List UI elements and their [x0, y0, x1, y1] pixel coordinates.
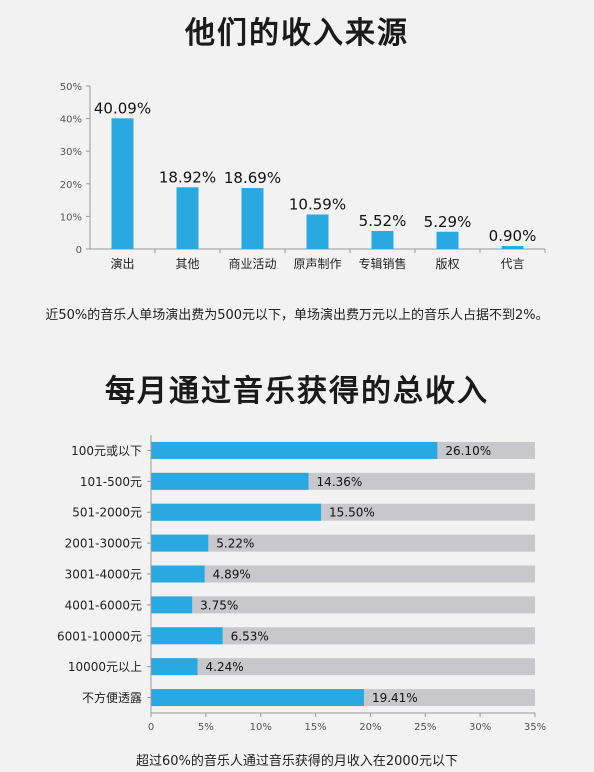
y-tick-label: 2001-3000元: [65, 537, 142, 551]
y-tick-label: 4001-6000元: [65, 598, 142, 612]
bar: [151, 565, 205, 583]
bar: [151, 503, 322, 521]
bar-value-label: 18.69%: [224, 169, 281, 187]
bar: [371, 231, 394, 249]
x-tick-label: 版权: [435, 257, 459, 271]
y-tick-label: 50%: [60, 82, 82, 93]
chart1-title: 他们的收入来源: [185, 16, 409, 51]
bar: [501, 246, 524, 249]
y-tick-label: 0: [76, 245, 82, 256]
y-tick-label: 6001-10000元: [57, 629, 142, 643]
y-tick-label: 501-2000元: [72, 506, 142, 520]
bar-value-label: 6.53%: [231, 629, 269, 643]
bar-track: [151, 627, 535, 645]
x-tick-label: 30%: [469, 722, 491, 733]
bar-track: [151, 565, 535, 583]
x-tick-label: 10%: [250, 722, 272, 733]
x-tick-label: 原声制作: [293, 257, 341, 271]
y-tick-label: 3001-4000元: [65, 568, 142, 582]
x-tick-label: 商业活动: [228, 256, 276, 271]
y-tick-label: 10%: [60, 212, 82, 223]
y-tick-label: 30%: [60, 147, 82, 158]
x-tick-label: 演出: [110, 256, 134, 271]
bar: [151, 441, 438, 459]
bar: [151, 596, 193, 614]
x-tick-label: 15%: [304, 722, 326, 733]
bar-value-label: 26.10%: [445, 444, 491, 458]
bar-value-label: 40.09%: [94, 99, 151, 117]
bar: [151, 534, 209, 552]
x-tick-label: 其他: [175, 257, 199, 271]
x-tick-label: 25%: [414, 722, 436, 733]
bar-value-label: 5.52%: [359, 212, 407, 230]
bar: [436, 231, 459, 249]
x-tick-label: 5%: [198, 722, 214, 733]
y-tick-label: 101-500元: [80, 475, 142, 489]
bar-value-label: 4.24%: [206, 660, 244, 674]
bar: [151, 472, 309, 490]
bar-track: [151, 658, 535, 676]
y-tick-label: 100元或以下: [71, 444, 142, 458]
bar: [241, 188, 264, 249]
y-tick-label: 20%: [60, 180, 82, 191]
bar-value-label: 3.75%: [200, 598, 238, 612]
x-tick-label: 35%: [524, 722, 546, 733]
bar-value-label: 5.29%: [424, 213, 472, 231]
bar-value-label: 4.89%: [213, 568, 251, 582]
bar-value-label: 18.92%: [159, 168, 216, 186]
bar-value-label: 19.41%: [372, 691, 418, 705]
bar-value-label: 0.90%: [489, 227, 537, 245]
y-tick-label: 不方便透露: [82, 690, 142, 705]
x-tick-label: 专辑销售: [358, 256, 406, 271]
chart1-note: 近50%的音乐人单场演出费为500元以下，单场演出费万元以上的音乐人占据不到2%…: [45, 308, 549, 323]
chart2-note: 超过60%的音乐人通过音乐获得的月收入在2000元以下: [136, 754, 458, 769]
income-source-bar-chart: 0 10% 20% 30% 40% 50% 40.09% 演出 18.92% 其他 18.69% 商业…: [60, 82, 546, 271]
x-tick-label: 0: [148, 722, 154, 733]
bar: [111, 118, 134, 249]
bar-track: [151, 596, 535, 614]
bar: [151, 658, 198, 676]
x-tick-label: 代言: [500, 257, 524, 271]
x-tick-label: 20%: [359, 722, 381, 733]
y-tick-label: 40%: [60, 115, 82, 126]
bar: [176, 187, 199, 249]
bar: [151, 627, 223, 645]
bar: [306, 214, 329, 249]
chart2-title: 每月通过音乐获得的总收入: [105, 374, 489, 409]
y-tick-label: 10000元以上: [68, 660, 142, 674]
bar-value-label: 15.50%: [329, 506, 375, 520]
bar-value-label: 10.59%: [289, 195, 346, 213]
bar-value-label: 5.22%: [216, 537, 254, 551]
bar-value-label: 14.36%: [317, 475, 363, 489]
bar: [151, 689, 364, 707]
bar-track: [151, 534, 535, 552]
